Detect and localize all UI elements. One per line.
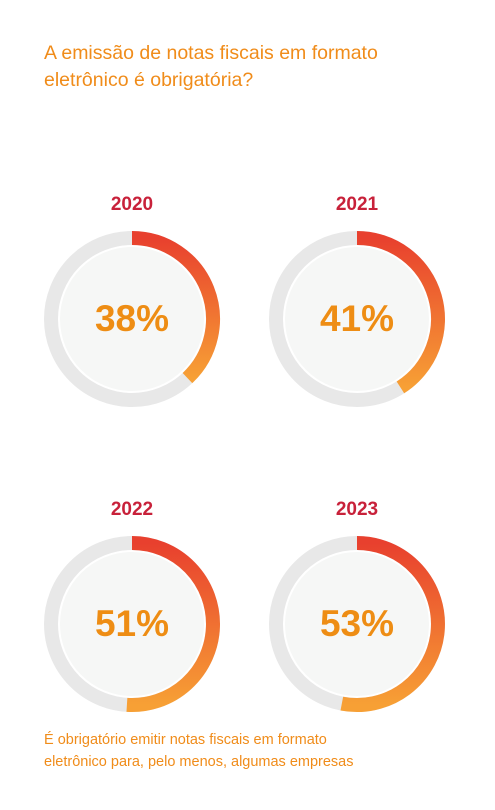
donut-value-arc (340, 536, 445, 712)
chart-title: A emissão de notas fiscais em formato el… (44, 40, 464, 94)
donut-value-arc (126, 536, 220, 712)
donut-value-arc (131, 231, 220, 384)
donut-value-label: 38% (94, 298, 170, 339)
donut-value-label: 41% (319, 298, 395, 339)
donut-year-label: 2020 (110, 194, 154, 215)
donut-ring (44, 231, 220, 407)
donut-chart-2022: 2022 51% (32, 498, 232, 723)
donut-ring (269, 231, 445, 407)
donut-value-label: 53% (319, 603, 395, 644)
donut-year-label: 2023 (335, 499, 379, 520)
chart-title-line-2: eletrônico é obrigatória? (44, 69, 254, 91)
donut-center (60, 247, 204, 391)
donut-ring (269, 536, 445, 712)
chart-caption-line-2: eletrônico para, pelo menos, algumas emp… (44, 754, 354, 770)
donut-year-label: 2022 (110, 499, 154, 520)
donut-chart-2020: 2020 38% (32, 193, 232, 418)
chart-caption: É obrigatório emitir notas fiscais em fo… (44, 729, 464, 773)
donut-value-arc (356, 231, 445, 394)
chart-title-line-1: A emissão de notas fiscais em formato (44, 42, 378, 64)
donut-center (60, 552, 204, 696)
donut-center (285, 247, 429, 391)
donut-chart-2023: 2023 53% (257, 498, 457, 723)
chart-caption-line-1: É obrigatório emitir notas fiscais em fo… (44, 732, 327, 748)
donut-ring (44, 536, 220, 712)
donut-year-label: 2021 (335, 194, 379, 215)
donut-chart-2021: 2021 41% (257, 193, 457, 418)
donut-value-label: 51% (94, 603, 170, 644)
donut-center (285, 552, 429, 696)
